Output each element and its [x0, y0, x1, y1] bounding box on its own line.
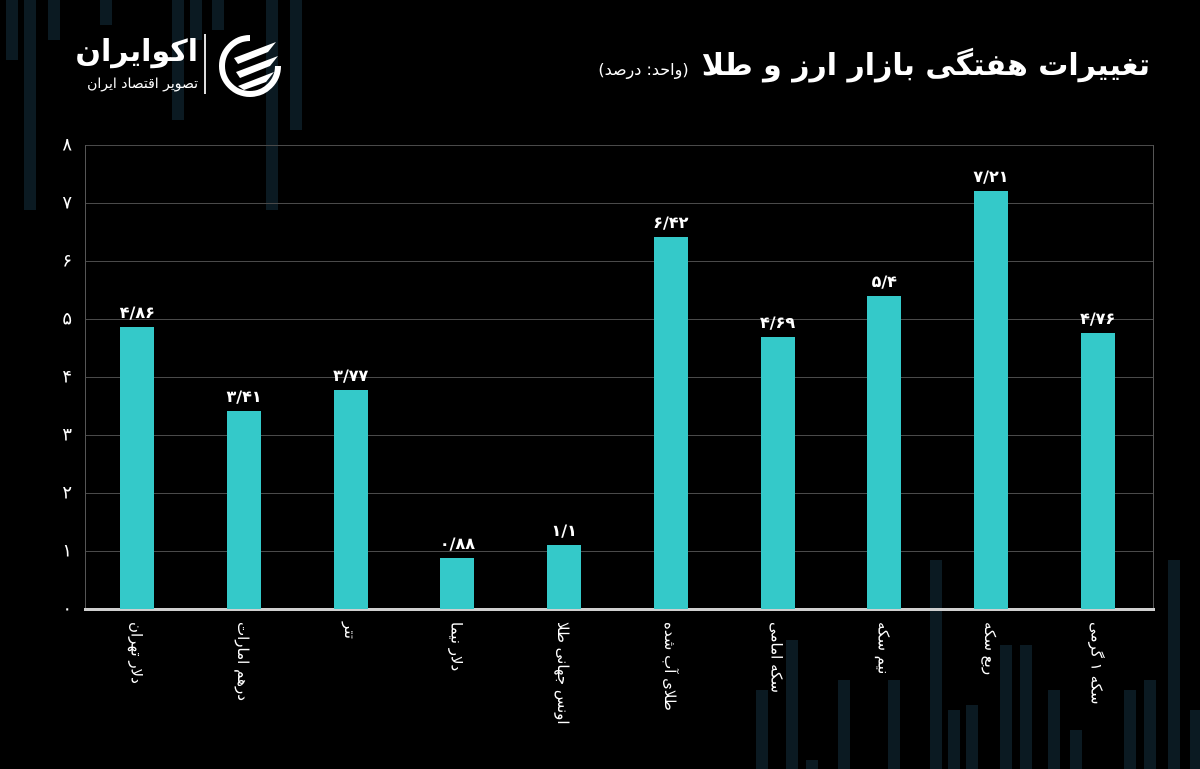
bar — [333, 390, 368, 609]
bar — [120, 327, 155, 609]
chart-title: تغییرات هفتگی بازار ارز و طلا (واحد: درص… — [598, 48, 1150, 83]
bar — [440, 557, 475, 609]
x-tick-label: سکه ۱ گرمی — [1087, 622, 1106, 705]
chart-unit: (واحد: درصد) — [598, 60, 689, 79]
x-axis-line — [84, 608, 1155, 611]
x-tick-label: اونس جهانی طلا — [554, 622, 573, 725]
y-tick-label: ۶ — [62, 250, 72, 272]
y-tick-label: ۳ — [62, 424, 72, 446]
y-tick-label: ۸ — [62, 134, 72, 156]
logo-divider — [204, 34, 206, 94]
x-tick-label: دلار تهران — [127, 622, 146, 684]
brand-mark-icon — [219, 35, 281, 97]
y-tick-label: ۵ — [62, 308, 72, 330]
bar — [1080, 332, 1115, 609]
bar-value-label: ۴/۷۶ — [1080, 308, 1116, 328]
x-tick-label: سکه امامی — [767, 622, 786, 693]
bar — [867, 295, 902, 609]
y-tick-label: ۰ — [62, 598, 72, 620]
gridline — [86, 319, 1153, 320]
gridline — [86, 377, 1153, 378]
x-tick-label: طلای آب شده — [660, 622, 679, 711]
gridline — [86, 261, 1153, 262]
bar-value-label: ۵/۴ — [871, 271, 897, 291]
y-tick-label: ۱ — [62, 540, 72, 562]
brand-logo: اکوایران تصویر اقتصاد ایران — [44, 30, 294, 100]
bar-value-label: ۶/۴۲ — [653, 212, 689, 232]
gridline — [86, 145, 1153, 146]
y-tick-label: ۲ — [62, 482, 72, 504]
x-tick-label: تتر — [340, 622, 359, 639]
x-tick-label: درهم امارات — [234, 622, 253, 701]
x-tick-label: ربع سکه — [980, 622, 999, 676]
bar-value-label: ۷/۲۱ — [973, 166, 1009, 186]
bar-value-label: ۴/۶۹ — [759, 312, 796, 332]
chart-title-main: تغییرات هفتگی بازار ارز و طلا — [701, 48, 1150, 83]
bar-value-label: ۳/۴۱ — [226, 387, 262, 407]
plot-area — [84, 145, 1155, 611]
bar — [227, 411, 262, 609]
bar — [760, 336, 795, 609]
y-tick-label: ۴ — [62, 366, 72, 388]
x-tick-label: دلار نیما — [447, 622, 466, 672]
bar-value-label: ۰/۸۸ — [439, 533, 475, 553]
brand-tagline: تصویر اقتصاد ایران — [87, 76, 198, 92]
bar-value-label: ۱/۱ — [551, 521, 577, 541]
bar — [973, 190, 1008, 609]
gridline — [86, 493, 1153, 494]
bar — [653, 236, 688, 609]
bar — [547, 545, 582, 609]
bar-value-label: ۴/۸۶ — [119, 303, 155, 323]
gridline — [86, 203, 1153, 204]
bar-value-label: ۳/۷۷ — [333, 366, 369, 386]
gridline — [86, 551, 1153, 552]
y-tick-label: ۷ — [62, 192, 72, 214]
x-tick-label: نیم سکه — [874, 622, 893, 675]
gridline — [86, 435, 1153, 436]
brand-name: اکوایران — [75, 34, 198, 69]
